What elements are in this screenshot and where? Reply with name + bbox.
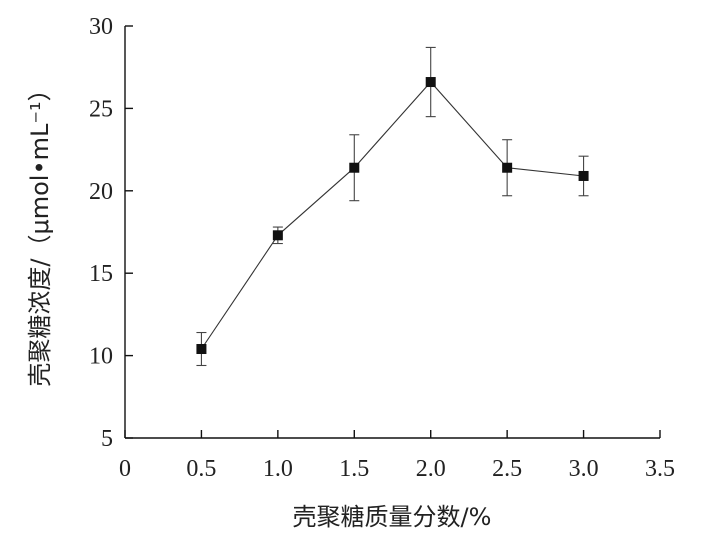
x-tick-label: 0	[119, 456, 131, 482]
y-axis-ticks: 5 10 15 20 25 30	[89, 14, 133, 452]
y-tick-label: 10	[89, 344, 113, 370]
data-point	[502, 162, 513, 173]
data-point	[578, 170, 589, 181]
data-point	[349, 162, 360, 173]
y-tick-label: 15	[89, 261, 113, 287]
data-markers	[196, 77, 589, 355]
x-tick-label: 1.0	[263, 456, 293, 482]
x-tick-label: 2.0	[416, 456, 446, 482]
x-axis-ticks: 0 0.5 1.0 1.5 2.0 2.5 3.0 3.5	[119, 430, 675, 482]
y-tick-label: 25	[89, 96, 113, 122]
x-tick-label: 3.0	[569, 456, 599, 482]
x-axis-title: 壳聚糖质量分数/%	[293, 503, 492, 531]
y-tick-label: 5	[101, 426, 113, 452]
x-tick-label: 0.5	[186, 456, 216, 482]
series-line	[200, 81, 584, 350]
y-axis-title: 壳聚糖浓度/（μmol•mL⁻¹）	[26, 77, 54, 386]
y-tick-label: 20	[89, 179, 113, 205]
x-tick-label: 2.5	[492, 456, 522, 482]
data-point	[196, 344, 207, 355]
error-bars	[196, 46, 589, 367]
data-point	[272, 230, 283, 241]
x-tick-label: 1.5	[339, 456, 369, 482]
data-point	[425, 77, 436, 88]
x-tick-label: 3.5	[645, 456, 675, 482]
y-tick-label: 30	[89, 14, 113, 40]
